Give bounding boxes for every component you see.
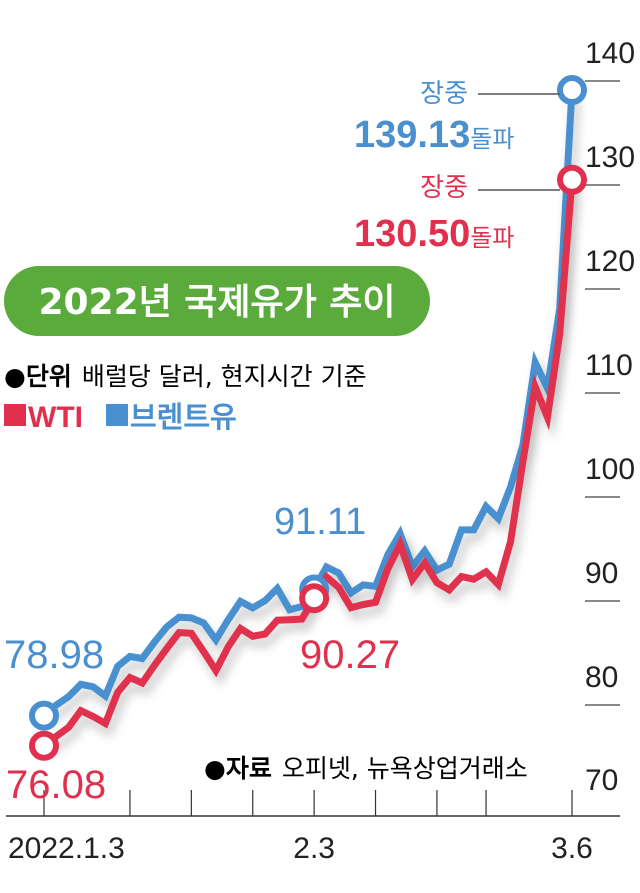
y-tick-label: 90 (585, 557, 618, 590)
wti-start-label: 76.08 (6, 763, 106, 807)
brent-intraday-label: 장중 (420, 79, 468, 109)
data-point-marker (557, 164, 587, 195)
x-tick-label: 3.6 (551, 832, 593, 865)
y-tick-label: 130 (585, 141, 635, 174)
legend-brent-swatch (106, 404, 128, 426)
data-point-marker (557, 75, 587, 106)
data-point-marker (29, 730, 59, 761)
data-point-marker (299, 583, 330, 614)
y-tick-label: 100 (585, 453, 635, 486)
y-tick-label: 140 (585, 37, 635, 70)
source-label: ●자료 오피넷, 뉴욕상업거래소 (204, 754, 528, 783)
wti-end-label: 130.50돌파 (354, 213, 514, 255)
data-point-marker (29, 700, 59, 731)
wti-intraday-label: 장중 (420, 173, 468, 203)
y-tick-label: 80 (585, 661, 618, 694)
legend-wti-swatch (4, 404, 26, 426)
y-tick-label: 110 (585, 349, 633, 382)
title-badge (4, 266, 430, 336)
y-tick-label: 70 (585, 764, 618, 797)
series-line-brent (41, 89, 576, 719)
y-tick-label: 120 (585, 245, 635, 278)
legend-brent-label: 브렌트유 (130, 400, 237, 434)
wti-mid-label: 90.27 (300, 633, 400, 677)
brent-end-label: 139.13돌파 (354, 114, 514, 156)
legend-wti-label: WTI (28, 401, 83, 434)
x-tick-label: 2022.1.3 (8, 832, 125, 865)
brent-mid-label: 91.11 (274, 501, 366, 543)
brent-start-label: 78.98 (4, 633, 104, 677)
chart-title: 2022년 국제유가 추이 (38, 282, 395, 323)
x-tick-label: 2.3 (293, 832, 335, 865)
unit-label: ●단위 배럴당 달러, 현지시간 기준 (4, 362, 367, 391)
